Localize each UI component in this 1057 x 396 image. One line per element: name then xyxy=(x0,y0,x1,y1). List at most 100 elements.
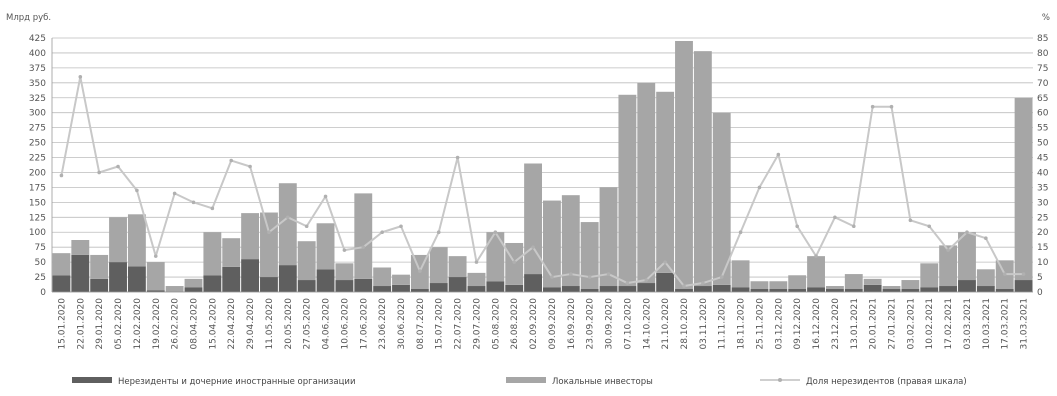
bar-nonresidents xyxy=(561,286,580,292)
share-point xyxy=(927,224,932,229)
y-tick-label: 25 xyxy=(35,273,46,283)
y-tick-label: 150 xyxy=(29,198,46,208)
x-tick-label: 03.12.2020 xyxy=(774,298,784,350)
share-point xyxy=(606,272,611,276)
share-point xyxy=(135,188,139,193)
x-tick-label: 26.02.2020 xyxy=(171,298,181,350)
bar-nonresidents xyxy=(354,278,373,292)
y-tick-label: 175 xyxy=(29,183,46,193)
bar-local xyxy=(693,51,712,287)
bar-local xyxy=(543,200,561,288)
x-tick-label: 31.03.2021 xyxy=(1020,298,1030,350)
bar-nonresidents xyxy=(392,284,410,292)
bar-local xyxy=(90,254,109,279)
bar-local xyxy=(241,213,260,260)
bar-nonresidents xyxy=(788,289,807,292)
x-tick-label: 30.06.2020 xyxy=(397,298,407,350)
y2-tick-label: 80 xyxy=(1037,49,1049,59)
bar-nonresidents xyxy=(825,289,844,292)
x-tick-label: 15.01.2020 xyxy=(57,298,67,350)
bar-local xyxy=(561,195,580,287)
y2-tick-label: 15 xyxy=(1037,243,1048,253)
bar-nonresidents xyxy=(844,289,863,292)
bar-nonresidents xyxy=(373,286,392,292)
bar-layer xyxy=(52,40,1033,292)
x-tick-label: 23.12.2020 xyxy=(831,298,841,350)
share-line xyxy=(60,75,1024,288)
bar-local xyxy=(958,232,976,281)
share-point xyxy=(512,260,517,264)
x-tick-label: 10.03.2021 xyxy=(982,298,992,350)
share-point xyxy=(116,164,120,169)
legend-swatch-local xyxy=(506,377,546,383)
x-tick-label: 22.07.2020 xyxy=(454,298,464,350)
share-point xyxy=(682,284,686,288)
bar-local xyxy=(222,238,241,267)
share-point xyxy=(738,230,743,235)
y-tick-label: 0 xyxy=(40,288,46,298)
x-tick-label: 18.11.2020 xyxy=(737,298,747,350)
share-point xyxy=(719,275,724,279)
bar-nonresidents xyxy=(1014,280,1033,292)
x-tick-label: 12.02.2020 xyxy=(133,298,143,350)
bar-nonresidents xyxy=(184,287,203,292)
bar-local xyxy=(618,94,637,287)
share-point xyxy=(304,224,309,229)
bar-local xyxy=(939,245,958,287)
x-tick-label: 20.05.2020 xyxy=(284,298,294,350)
bar-nonresidents xyxy=(807,287,825,292)
bar-local xyxy=(109,217,127,263)
x-tick-label: 05.08.2020 xyxy=(491,298,501,350)
share-point xyxy=(286,215,290,220)
y-tick-label: 375 xyxy=(29,64,46,74)
bar-nonresidents xyxy=(599,286,618,292)
y2-tick-label: 50 xyxy=(1037,139,1049,149)
y2-tick-label: 55 xyxy=(1037,124,1048,134)
x-tick-label: 22.04.2020 xyxy=(227,298,237,350)
bar-nonresidents xyxy=(127,266,146,292)
share-point xyxy=(587,275,592,279)
bar-local xyxy=(750,281,769,290)
bar-nonresidents xyxy=(410,289,429,292)
share-point xyxy=(757,185,762,190)
bar-local xyxy=(769,281,788,290)
bar-nonresidents xyxy=(750,289,769,292)
bar-local xyxy=(675,40,693,290)
x-tick-label: 28.10.2020 xyxy=(680,298,690,350)
x-tick-label: 04.06.2020 xyxy=(322,298,332,350)
share-point xyxy=(889,104,894,109)
y-tick-label: 425 xyxy=(29,34,46,44)
x-tick-label: 13.01.2021 xyxy=(850,298,860,350)
x-tick-label: 10.02.2021 xyxy=(925,298,935,350)
y-tick-label: 75 xyxy=(35,243,46,253)
bar-local xyxy=(278,183,297,266)
x-tick-label: 02.09.2020 xyxy=(529,298,539,350)
bar-local xyxy=(448,256,467,278)
bar-local xyxy=(429,247,448,284)
y2-tick-label: 25 xyxy=(1037,213,1048,223)
x-tick-label: 30.09.2020 xyxy=(605,298,615,350)
bar-nonresidents xyxy=(976,286,995,292)
x-tick-label: 03.03.2021 xyxy=(963,298,973,350)
x-tick-label: 03.02.2021 xyxy=(906,298,916,350)
axes: Млрд руб. % 0255075100125150175200225250… xyxy=(6,13,1050,350)
bar-local xyxy=(146,262,165,291)
x-tick-label: 29.07.2020 xyxy=(472,298,482,350)
x-tick-label: 17.03.2021 xyxy=(1001,298,1011,350)
share-point xyxy=(59,173,64,178)
x-tick-label: 15.07.2020 xyxy=(435,298,445,350)
bar-nonresidents xyxy=(316,269,335,292)
share-point xyxy=(97,170,101,175)
x-tick-label: 08.07.2020 xyxy=(416,298,426,350)
y2-tick-label: 35 xyxy=(1037,183,1048,193)
x-tick-label: 15.04.2020 xyxy=(208,298,218,350)
bar-nonresidents xyxy=(693,286,712,292)
bar-nonresidents xyxy=(901,289,920,292)
share-line-layer xyxy=(59,75,1026,288)
y-tick-label: 275 xyxy=(29,124,46,134)
bar-local xyxy=(731,260,750,288)
share-point xyxy=(663,260,667,264)
share-point xyxy=(78,75,83,79)
bar-nonresidents xyxy=(580,289,599,292)
bar-nonresidents xyxy=(675,289,693,292)
